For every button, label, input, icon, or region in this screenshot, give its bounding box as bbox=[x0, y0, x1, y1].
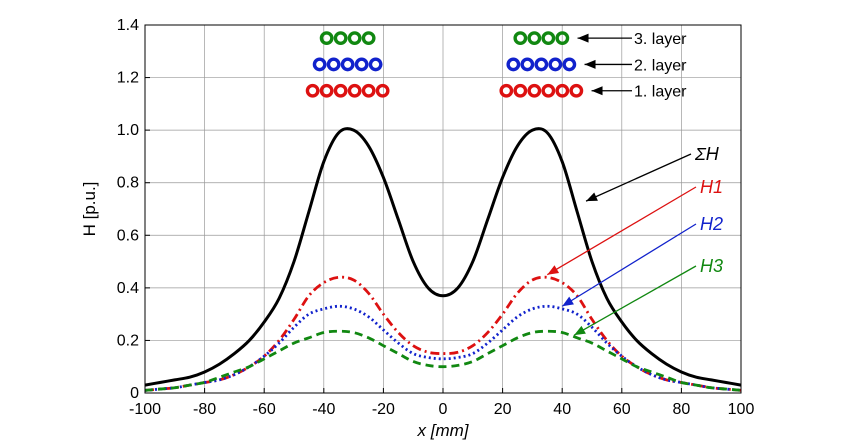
x-tick-label: 0 bbox=[439, 401, 448, 418]
x-tick-label: 60 bbox=[613, 401, 631, 418]
grid bbox=[144, 24, 742, 394]
x-tick-labels: -100 -80 -60 -40 -20 0 20 40 60 80 100 bbox=[129, 401, 754, 418]
conductor-ring bbox=[361, 31, 376, 46]
curve-label: ΣH bbox=[694, 144, 720, 164]
conductor-ring bbox=[340, 57, 355, 72]
y-tick-label: 0.2 bbox=[117, 332, 139, 349]
y-tick-labels: 0 0.2 0.4 0.6 0.8 1.0 1.2 1.4 bbox=[117, 17, 139, 402]
conductor-ring bbox=[548, 57, 563, 72]
layer-label: 3. layer bbox=[634, 31, 687, 48]
x-tick-label: -80 bbox=[193, 401, 216, 418]
x-tick-label: 80 bbox=[673, 401, 691, 418]
conductor-ring bbox=[368, 57, 383, 72]
conductor-ring bbox=[305, 83, 320, 98]
x-tick-label: 100 bbox=[728, 401, 755, 418]
curve-label: H1 bbox=[700, 177, 723, 197]
y-tick-label: 0 bbox=[130, 385, 139, 402]
layer-arrow-head bbox=[577, 33, 589, 43]
curve-label-arrow bbox=[585, 153, 692, 202]
series-line-h2 bbox=[144, 304, 742, 392]
conductor-ring bbox=[499, 83, 514, 98]
y-tick-label: 1.4 bbox=[117, 17, 139, 34]
y-tick-label: 0.6 bbox=[117, 227, 139, 244]
conductor-ring bbox=[347, 31, 362, 46]
conductor-ring bbox=[541, 31, 556, 46]
conductor-ring bbox=[569, 83, 584, 98]
series-line-h bbox=[144, 127, 742, 387]
y-tick-label: 0.4 bbox=[117, 280, 139, 297]
conductor-ring bbox=[555, 83, 570, 98]
curve-labels: ΣH H1 H2 H3 bbox=[546, 144, 723, 336]
layer-label: 1. layer bbox=[634, 84, 687, 101]
conductor-ring bbox=[354, 57, 369, 72]
conductor-ring bbox=[555, 31, 570, 46]
conductor-ring bbox=[527, 83, 542, 98]
conductor-ring bbox=[319, 83, 334, 98]
y-tick-label: 1.0 bbox=[117, 122, 139, 139]
x-tick-label: 40 bbox=[553, 401, 571, 418]
conductor-ring bbox=[520, 57, 535, 72]
curve-label-arrow bbox=[561, 223, 697, 307]
layer-arrow-head bbox=[584, 59, 596, 69]
curve-label-arrow-head bbox=[586, 192, 598, 202]
conductor-ring bbox=[319, 31, 334, 46]
conductor-ring bbox=[347, 83, 362, 98]
y-tick-label: 0.8 bbox=[117, 175, 139, 192]
curve-label-arrow-head bbox=[547, 265, 560, 275]
series-line-h1 bbox=[144, 275, 742, 392]
conductor-ring bbox=[333, 31, 348, 46]
conductor-ring bbox=[534, 57, 549, 72]
y-tick-label: 1.2 bbox=[117, 70, 139, 87]
conductor-ring bbox=[326, 57, 341, 72]
x-tick-label: -60 bbox=[253, 401, 276, 418]
x-tick-label: 20 bbox=[494, 401, 512, 418]
conductor-ring bbox=[513, 31, 528, 46]
conductor-ring bbox=[333, 83, 348, 98]
layer-arrow-head bbox=[591, 86, 603, 96]
x-axis-label: x [mm] bbox=[417, 421, 470, 440]
conductor-ring bbox=[562, 57, 577, 72]
winding-layers: 3. layer 2. layer 1. layer bbox=[305, 31, 687, 101]
plot-frame bbox=[144, 24, 742, 394]
curve-label-arrow bbox=[573, 265, 697, 336]
y-axis-label: H [p.u.] bbox=[80, 182, 99, 237]
x-tick-label: -100 bbox=[129, 401, 161, 418]
conductor-ring bbox=[312, 57, 327, 72]
series-layer bbox=[144, 127, 742, 392]
curve-label: H3 bbox=[700, 256, 723, 276]
x-tick-label: -20 bbox=[372, 401, 395, 418]
curve-label-arrow-head bbox=[574, 325, 586, 336]
conductor-ring bbox=[513, 83, 528, 98]
x-tick-label: -40 bbox=[312, 401, 335, 418]
curve-label-arrow-head bbox=[562, 296, 574, 307]
conductor-ring bbox=[361, 83, 376, 98]
series-line-h3 bbox=[144, 329, 742, 392]
conductor-ring bbox=[375, 83, 390, 98]
conductor-ring bbox=[506, 57, 521, 72]
conductor-ring bbox=[527, 31, 542, 46]
curve-label: H2 bbox=[700, 214, 723, 234]
conductor-ring bbox=[541, 83, 556, 98]
curve-label-arrow bbox=[546, 186, 697, 276]
layer-label: 2. layer bbox=[634, 57, 687, 74]
